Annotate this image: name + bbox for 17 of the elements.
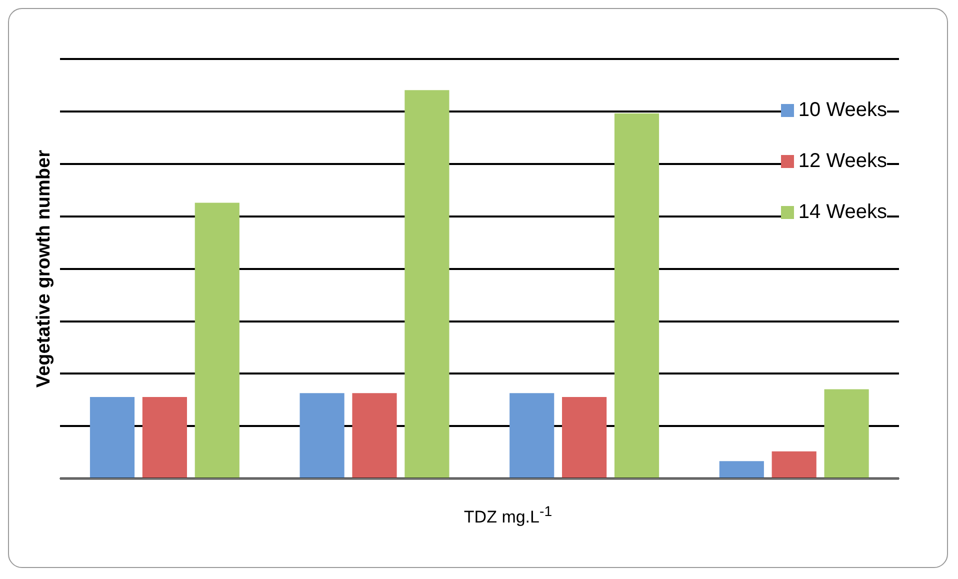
bar [719, 461, 764, 478]
bar [772, 451, 816, 478]
legend-label: 10 Weeks [798, 99, 887, 122]
bar [194, 202, 240, 478]
legend-label: 14 Weeks [798, 201, 887, 224]
bar [510, 393, 554, 478]
bar [824, 389, 869, 478]
bar [562, 397, 607, 478]
bar [404, 90, 450, 478]
bar [352, 393, 397, 478]
bar [142, 397, 187, 478]
legend-label: 12 Weeks [798, 150, 887, 173]
x-axis-title: TDZ mg.L$^{-1}$ [462, 504, 554, 528]
y-axis-title: Vegetative growth number [34, 149, 55, 388]
bar [300, 393, 344, 478]
bar [614, 113, 660, 478]
bar [90, 397, 135, 478]
